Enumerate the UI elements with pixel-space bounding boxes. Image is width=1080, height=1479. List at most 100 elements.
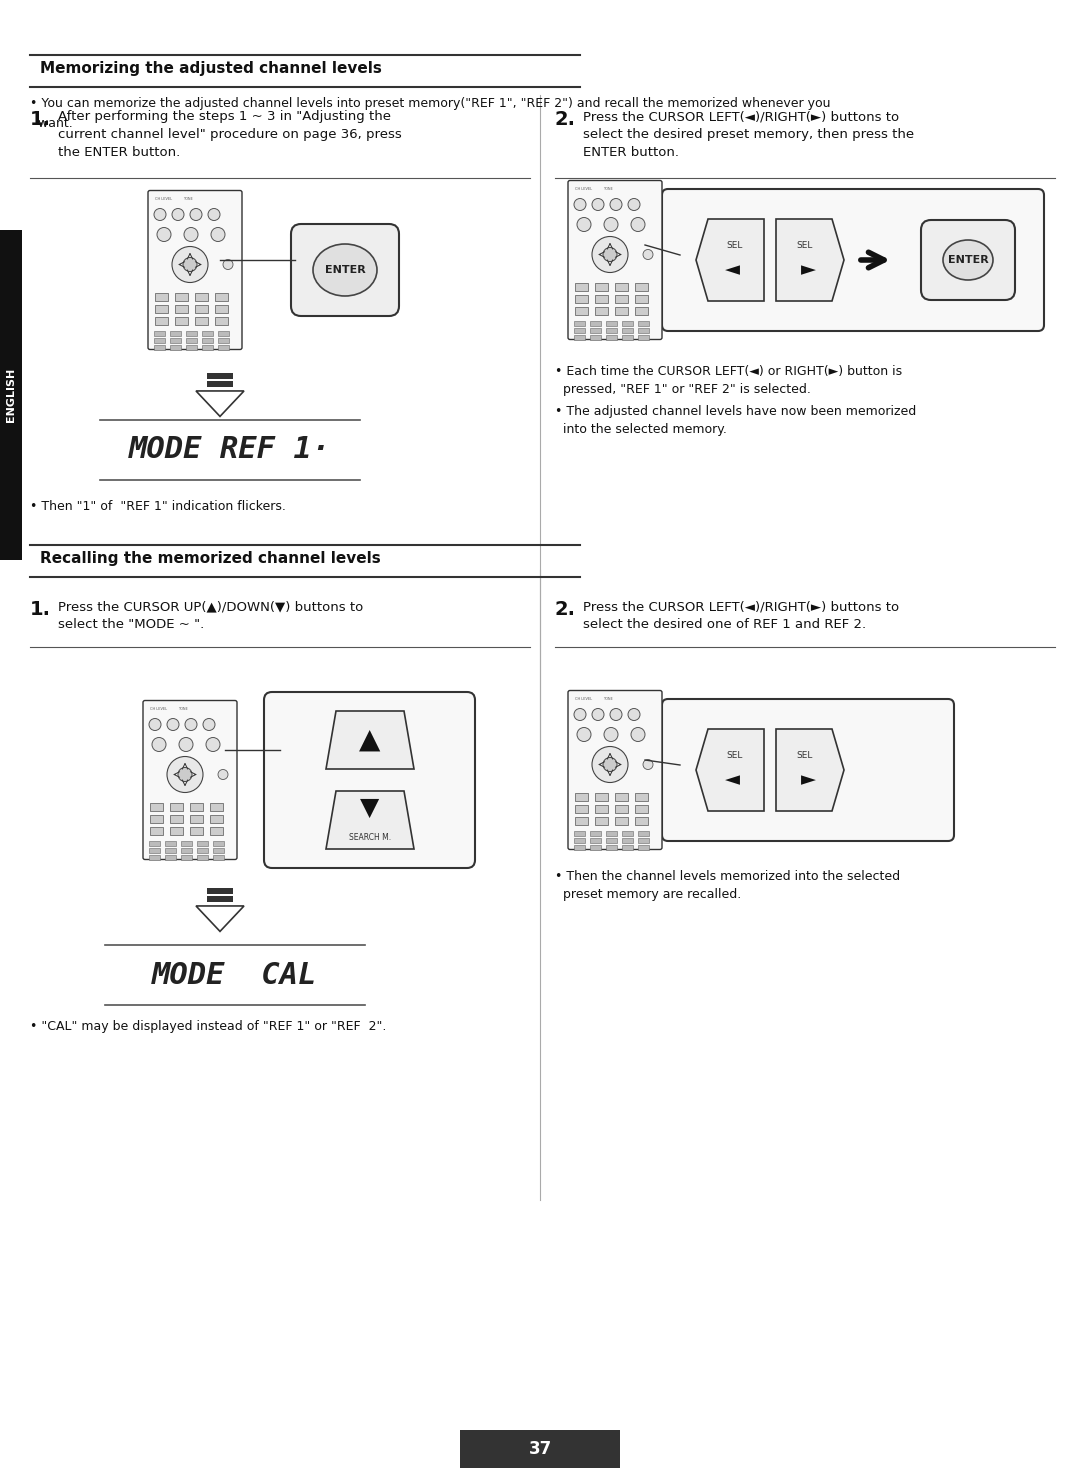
Circle shape bbox=[185, 719, 197, 731]
Bar bbox=[638, 845, 649, 849]
Circle shape bbox=[604, 728, 618, 741]
Circle shape bbox=[218, 769, 228, 779]
Text: ◄: ◄ bbox=[725, 771, 740, 790]
Bar bbox=[190, 815, 203, 822]
FancyBboxPatch shape bbox=[291, 223, 399, 317]
Bar bbox=[175, 305, 188, 312]
Text: • Then "1" of  "REF 1" indication flickers.: • Then "1" of "REF 1" indication flicker… bbox=[30, 500, 286, 513]
Bar bbox=[197, 840, 208, 846]
Circle shape bbox=[157, 228, 171, 241]
Text: ▲: ▲ bbox=[360, 726, 380, 754]
Text: TONE: TONE bbox=[183, 197, 192, 201]
Bar bbox=[170, 815, 183, 822]
Circle shape bbox=[167, 719, 179, 731]
Bar bbox=[575, 282, 588, 290]
Bar bbox=[150, 827, 163, 834]
Bar bbox=[165, 847, 176, 852]
Bar bbox=[215, 305, 228, 312]
Text: Memorizing the adjusted channel levels: Memorizing the adjusted channel levels bbox=[40, 61, 382, 75]
Bar bbox=[202, 345, 213, 349]
Circle shape bbox=[643, 250, 653, 259]
Circle shape bbox=[627, 708, 640, 720]
Circle shape bbox=[573, 198, 586, 210]
Polygon shape bbox=[195, 907, 244, 932]
Text: 37: 37 bbox=[528, 1441, 552, 1458]
Bar bbox=[150, 815, 163, 822]
Bar bbox=[206, 382, 233, 387]
Circle shape bbox=[603, 247, 617, 262]
Bar bbox=[622, 831, 633, 836]
Bar bbox=[595, 282, 608, 290]
Text: CH LEVEL: CH LEVEL bbox=[575, 186, 592, 191]
Text: Press the CURSOR LEFT(◄)/RIGHT(►) buttons to
select the desired preset memory, t: Press the CURSOR LEFT(◄)/RIGHT(►) button… bbox=[583, 109, 914, 160]
Bar bbox=[638, 334, 649, 340]
Bar bbox=[573, 327, 585, 333]
Text: After performing the steps 1 ~ 3 in "Adjusting the
current channel level" proced: After performing the steps 1 ~ 3 in "Adj… bbox=[58, 109, 402, 160]
Bar bbox=[170, 345, 181, 349]
Circle shape bbox=[172, 209, 184, 220]
Bar bbox=[573, 837, 585, 843]
Circle shape bbox=[573, 708, 586, 720]
Bar bbox=[575, 306, 588, 315]
Circle shape bbox=[172, 247, 208, 282]
Circle shape bbox=[610, 708, 622, 720]
Text: pressed, "REF 1" or "REF 2" is selected.: pressed, "REF 1" or "REF 2" is selected. bbox=[555, 383, 811, 396]
Circle shape bbox=[643, 760, 653, 769]
Text: MODE REF 1·: MODE REF 1· bbox=[129, 435, 332, 464]
Bar bbox=[635, 282, 648, 290]
Bar bbox=[170, 330, 181, 336]
Text: TONE: TONE bbox=[603, 697, 612, 701]
Text: SEL: SEL bbox=[797, 241, 813, 250]
Bar bbox=[638, 327, 649, 333]
Circle shape bbox=[211, 228, 225, 241]
Bar bbox=[615, 805, 627, 812]
Circle shape bbox=[604, 217, 618, 232]
Bar bbox=[195, 317, 208, 324]
Bar bbox=[165, 855, 176, 859]
Bar bbox=[606, 327, 617, 333]
Text: SEL: SEL bbox=[727, 751, 743, 760]
Text: ENTER: ENTER bbox=[325, 265, 365, 275]
Text: Press the CURSOR UP(▲)/DOWN(▼) buttons to
select the "MODE ~ ".: Press the CURSOR UP(▲)/DOWN(▼) buttons t… bbox=[58, 600, 363, 632]
Bar bbox=[595, 294, 608, 303]
Bar bbox=[606, 321, 617, 325]
Bar bbox=[213, 847, 224, 852]
Circle shape bbox=[178, 768, 192, 781]
Bar bbox=[170, 827, 183, 834]
Bar bbox=[165, 840, 176, 846]
Bar bbox=[615, 306, 627, 315]
Text: • "CAL" may be displayed instead of "REF 1" or "REF  2".: • "CAL" may be displayed instead of "REF… bbox=[30, 1021, 387, 1032]
Bar bbox=[615, 816, 627, 824]
Bar bbox=[206, 373, 233, 379]
FancyBboxPatch shape bbox=[264, 692, 475, 868]
Bar bbox=[210, 803, 222, 810]
Bar bbox=[595, 306, 608, 315]
Text: SEL: SEL bbox=[797, 751, 813, 760]
Bar bbox=[606, 334, 617, 340]
Bar bbox=[590, 831, 600, 836]
Bar bbox=[215, 293, 228, 300]
FancyBboxPatch shape bbox=[662, 189, 1044, 331]
Text: CH LEVEL: CH LEVEL bbox=[150, 707, 167, 710]
Circle shape bbox=[627, 198, 640, 210]
Bar bbox=[181, 840, 192, 846]
Text: • You can memorize the adjusted channel levels into preset memory("REF 1", "REF : • You can memorize the adjusted channel … bbox=[30, 98, 831, 109]
Bar bbox=[615, 294, 627, 303]
Text: Recalling the memorized channel levels: Recalling the memorized channel levels bbox=[40, 552, 381, 566]
Bar bbox=[595, 805, 608, 812]
Bar bbox=[638, 321, 649, 325]
Bar bbox=[197, 847, 208, 852]
Text: 1.: 1. bbox=[30, 109, 51, 129]
Bar bbox=[0, 231, 22, 561]
Circle shape bbox=[152, 738, 166, 751]
Polygon shape bbox=[326, 711, 414, 769]
Ellipse shape bbox=[943, 240, 993, 280]
Bar bbox=[606, 837, 617, 843]
Circle shape bbox=[592, 708, 604, 720]
Bar bbox=[175, 293, 188, 300]
Bar bbox=[575, 793, 588, 800]
Bar bbox=[206, 889, 233, 893]
Circle shape bbox=[631, 728, 645, 741]
FancyBboxPatch shape bbox=[148, 191, 242, 349]
FancyBboxPatch shape bbox=[921, 220, 1015, 300]
